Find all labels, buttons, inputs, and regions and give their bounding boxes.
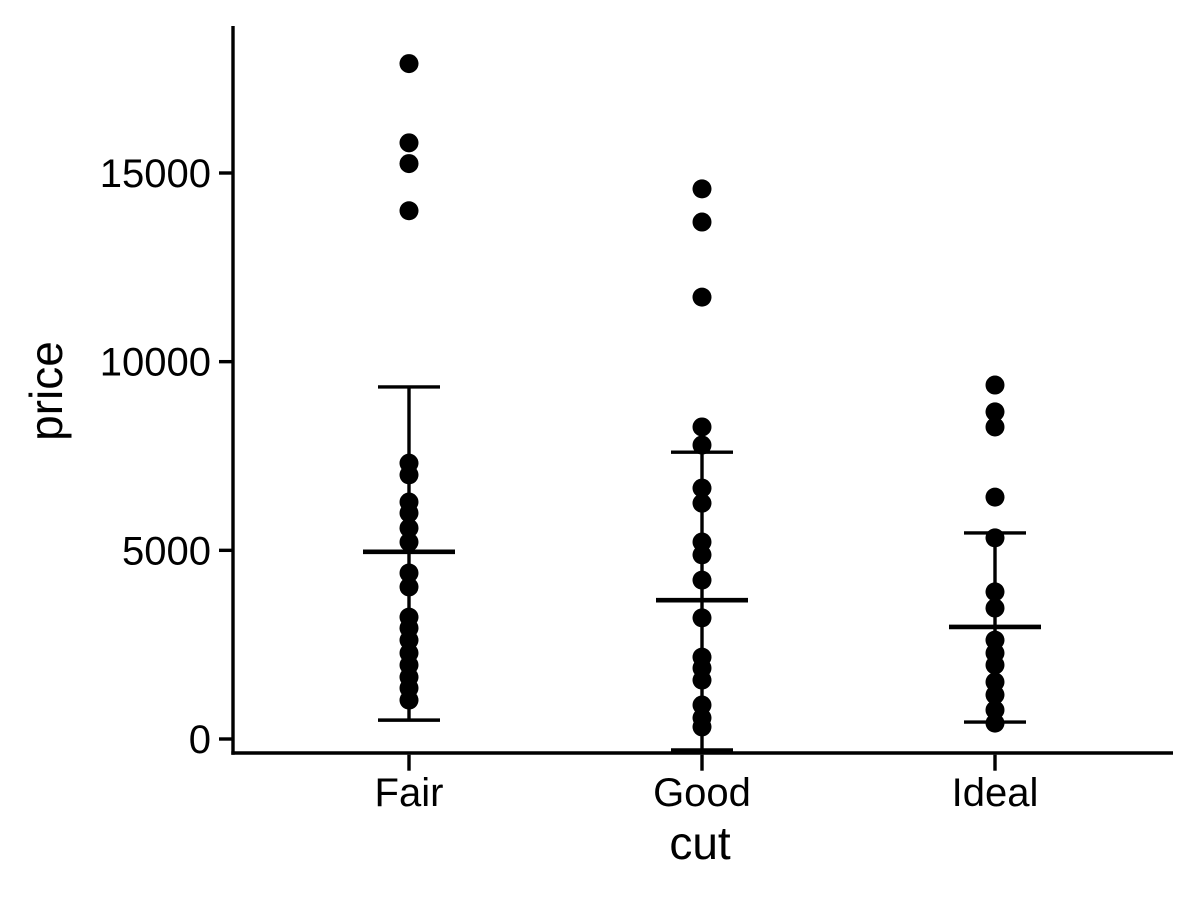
data-point	[399, 54, 419, 74]
data-point	[692, 435, 712, 455]
data-point	[985, 375, 1005, 395]
y-axis-title: price	[20, 341, 72, 441]
x-category-label: Ideal	[952, 771, 1039, 815]
data-point	[399, 503, 419, 523]
data-point	[399, 133, 419, 153]
data-point	[692, 478, 712, 498]
data-point	[399, 465, 419, 485]
data-point	[692, 608, 712, 628]
y-tick-label: 0	[189, 718, 211, 762]
data-point	[692, 545, 712, 565]
data-point	[399, 154, 419, 174]
data-point	[692, 287, 712, 307]
data-point	[985, 402, 1005, 422]
data-point	[985, 417, 1005, 437]
y-tick-label: 15000	[100, 152, 211, 196]
data-point	[692, 493, 712, 513]
data-point	[985, 582, 1005, 602]
data-point	[399, 201, 419, 221]
x-axis-title: cut	[669, 817, 731, 869]
data-point	[985, 713, 1005, 733]
data-point	[399, 532, 419, 552]
data-point	[985, 528, 1005, 548]
y-tick-label: 10000	[100, 341, 211, 385]
data-point	[399, 577, 419, 597]
data-point	[985, 700, 1005, 720]
data-point	[692, 179, 712, 199]
data-point	[985, 685, 1005, 705]
x-category-label: Fair	[375, 771, 444, 815]
data-point	[985, 487, 1005, 507]
data-point	[985, 598, 1005, 618]
data-point	[692, 212, 712, 232]
data-point	[692, 417, 712, 437]
data-point	[692, 670, 712, 690]
data-point	[399, 690, 419, 710]
x-category-label: Good	[653, 771, 751, 815]
data-point	[399, 563, 419, 583]
data-point	[692, 717, 712, 737]
data-point	[692, 570, 712, 590]
y-tick-label: 5000	[122, 529, 211, 573]
data-point	[399, 518, 419, 538]
data-point	[985, 655, 1005, 675]
